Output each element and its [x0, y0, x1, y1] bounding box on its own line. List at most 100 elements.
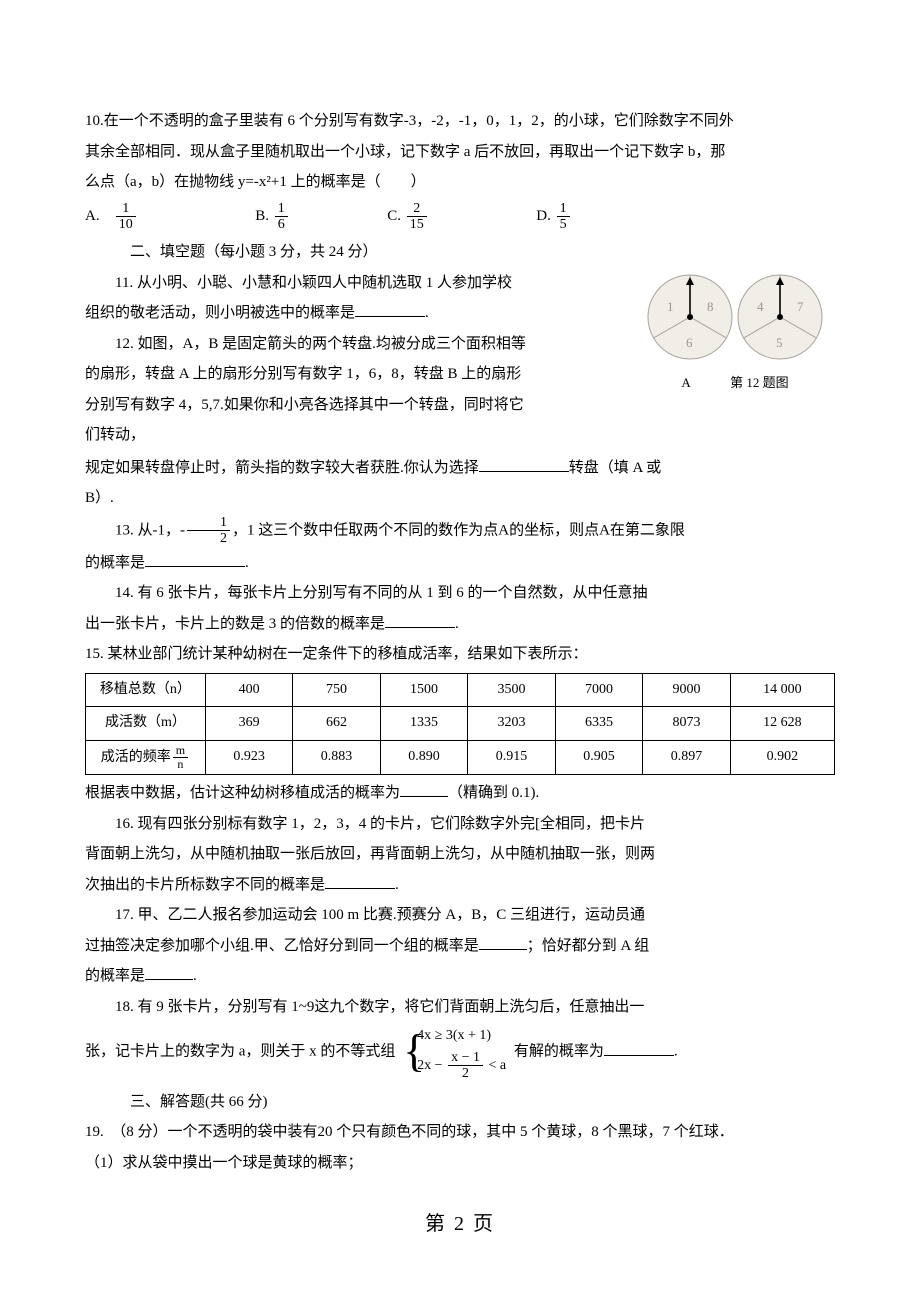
spinner-b-num-5: 5	[776, 335, 783, 350]
figure-12-title: 第 12 题图	[730, 375, 789, 390]
q13-text-b: ，1 这三个数中任取两个不同的数作为点A的坐标，则点A在第二象限	[232, 522, 685, 538]
q10-opt-B-frac: 16	[275, 201, 288, 233]
th-total: 移植总数（n）	[86, 673, 206, 707]
cell-f-6: 0.902	[730, 740, 834, 775]
figure-12-caption: A 第 12 题图	[635, 371, 835, 396]
q13-frac-half: 12	[187, 515, 230, 547]
q17-blank-2	[145, 966, 193, 981]
q15-blank	[400, 783, 448, 798]
spinner-a-num-8: 8	[707, 299, 714, 314]
q19-line-2: （1）求从袋中摸出一个球是黄球的概率；	[85, 1149, 835, 1178]
q16-blank	[325, 874, 395, 889]
section-3-title: 三、解答题(共 66 分)	[85, 1088, 835, 1117]
q18-text-b: 张，记卡片上的数字为 a，则关于 x 的不等式组	[85, 1044, 395, 1060]
q18-line-2: 张，记卡片上的数字为 a，则关于 x 的不等式组 { 4x ≥ 3(x + 1)…	[85, 1023, 835, 1081]
q14-blank	[385, 613, 455, 628]
cell-n-5: 9000	[643, 673, 730, 707]
q17-line-2: 过抽签决定参加哪个小组.甲、乙恰好分到同一个组的概率是；恰好都分到 A 组	[85, 932, 835, 961]
q15-tail: （精确到 0.1).	[448, 785, 539, 801]
q13-line-2: 的概率是.	[85, 549, 835, 578]
table-row-header: 移植总数（n） 400 750 1500 3500 7000 9000 14 0…	[86, 673, 835, 707]
th-alive: 成活数（m）	[86, 707, 206, 741]
q17-text-e: .	[193, 968, 197, 984]
q16-text-c: 次抽出的卡片所标数字不同的概率是	[85, 877, 325, 893]
left-brace-icon: {	[403, 1029, 425, 1075]
cell-f-0: 0.923	[205, 740, 292, 775]
table-row-alive: 成活数（m） 369 662 1335 3203 6335 8073 12 62…	[86, 707, 835, 741]
q10-choices: A. 110 B. 16 C. 215 D. 15	[85, 201, 835, 233]
q14-text-c: .	[455, 616, 459, 632]
cell-n-2: 1500	[380, 673, 467, 707]
cell-f-5: 0.897	[643, 740, 730, 775]
cell-n-4: 7000	[555, 673, 642, 707]
q10-opt-C-label: C.	[387, 202, 401, 231]
q10-opt-B-label: B.	[255, 202, 269, 231]
q17-blank-1	[479, 935, 527, 950]
q11-tail: .	[425, 305, 429, 321]
q10-line-3: 么点（a，b）在抛物线 y=-x²+1 上的概率是（ ）	[85, 168, 835, 197]
q18-blank	[604, 1041, 674, 1056]
cell-m-6: 12 628	[730, 707, 834, 741]
th-freq: 成活的频率mn	[86, 740, 206, 775]
section-2-title: 二、填空题（每小题 3 分，共 24 分）	[85, 238, 835, 267]
cell-n-1: 750	[293, 673, 380, 707]
cell-n-0: 400	[205, 673, 292, 707]
th-freq-text: 成活的频率	[101, 750, 171, 765]
q10-opt-A-frac: 110	[116, 201, 136, 233]
cell-m-2: 1335	[380, 707, 467, 741]
q11-blank	[355, 303, 425, 318]
q17-text-c: ；恰好都分到 A 组	[527, 938, 650, 954]
q16-text-d: .	[395, 877, 399, 893]
q10-opt-D-frac: 15	[557, 201, 570, 233]
cell-m-3: 3203	[468, 707, 555, 741]
q10-opt-C-frac: 215	[407, 201, 427, 233]
spinner-b-num-4: 4	[757, 299, 764, 314]
spinners-svg: 1 8 6 4 7 5	[640, 269, 830, 369]
q15-intro: 15. 某林业部门统计某种幼树在一定条件下的移植成活率，结果如下表所示：	[85, 640, 835, 669]
q16-line-3: 次抽出的卡片所标数字不同的概率是.	[85, 871, 835, 900]
q17-text-d: 的概率是	[85, 968, 145, 984]
q17-line-3: 的概率是.	[85, 962, 835, 991]
cell-n-3: 3500	[468, 673, 555, 707]
q15-after: 根据表中数据，估计这种幼树移植成活的概率为（精确到 0.1).	[85, 779, 835, 808]
figure-12: 1 8 6 4 7 5 A 第 12 题图	[635, 269, 835, 396]
cell-n-6: 14 000	[730, 673, 834, 707]
q12-blank	[479, 457, 569, 472]
q18-inequality-system: { 4x ≥ 3(x + 1) 2x − x − 12 < a	[403, 1023, 506, 1081]
q15-table: 移植总数（n） 400 750 1500 3500 7000 9000 14 0…	[85, 673, 835, 776]
cell-f-4: 0.905	[555, 740, 642, 775]
cell-f-2: 0.890	[380, 740, 467, 775]
th-freq-frac: mn	[173, 744, 188, 771]
cell-m-0: 369	[205, 707, 292, 741]
q14-text-b: 出一张卡片，卡片上的数是 3 的倍数的概率是	[85, 616, 385, 632]
q16-line-1: 16. 现有四张分别标有数字 1，2，3，4 的卡片，它们除数字外完[全相同，把…	[85, 810, 835, 839]
cell-f-1: 0.883	[293, 740, 380, 775]
page-number: 第 2 页	[85, 1205, 835, 1243]
q18-ineq-1: 4x ≥ 3(x + 1)	[417, 1023, 506, 1050]
q13-text-c: 的概率是	[85, 555, 145, 571]
q10-opt-D-label: D.	[536, 202, 551, 231]
cell-m-1: 662	[293, 707, 380, 741]
cell-f-3: 0.915	[468, 740, 555, 775]
q12-line-6: B）.	[85, 484, 835, 513]
q12-line-4: 们转动，	[85, 421, 835, 450]
q19-line-1: 19. （8 分）一个不透明的袋中装有20 个只有颜色不同的球，其中 5 个黄球…	[85, 1118, 835, 1147]
q13-text-a: 13. 从-1，-	[115, 522, 185, 538]
q10-opt-A-label: A.	[85, 202, 110, 231]
q12-line-5: 规定如果转盘停止时，箭头指的数字较大者获胜.你认为选择转盘（填 A 或	[85, 454, 835, 483]
q10-line-1: 10.在一个不透明的盒子里装有 6 个分别写有数字-3，-2，-1，0，1，2，…	[85, 107, 835, 136]
q12-text-e: 规定如果转盘停止时，箭头指的数字较大者获胜.你认为选择	[85, 460, 479, 476]
q16-line-2: 背面朝上洗匀，从中随机抽取一张后放回，再背面朝上洗匀，从中随机抽取一张，则两	[85, 840, 835, 869]
q17-line-1: 17. 甲、乙二人报名参加运动会 100 m 比赛.预赛分 A，B，C 三组进行…	[85, 901, 835, 930]
q14-line-1: 14. 有 6 张卡片，每张卡片上分别写有不同的从 1 到 6 的一个自然数，从…	[85, 579, 835, 608]
page-container: 10.在一个不透明的盒子里装有 6 个分别写有数字-3，-2，-1，0，1，2，…	[0, 0, 920, 1283]
cell-m-5: 8073	[643, 707, 730, 741]
q10-line-2: 其余全部相同．现从盒子里随机取出一个小球，记下数字 a 后不放回，再取出一个记下…	[85, 138, 835, 167]
q13-text-d: .	[245, 555, 249, 571]
spinner-b-num-7: 7	[797, 299, 804, 314]
q14-line-2: 出一张卡片，卡片上的数是 3 的倍数的概率是.	[85, 610, 835, 639]
q18-text-d: .	[674, 1044, 678, 1060]
cell-m-4: 6335	[555, 707, 642, 741]
spinner-a-num-1: 1	[667, 299, 674, 314]
q18-ineq-2: 2x − x − 12 < a	[417, 1050, 506, 1082]
